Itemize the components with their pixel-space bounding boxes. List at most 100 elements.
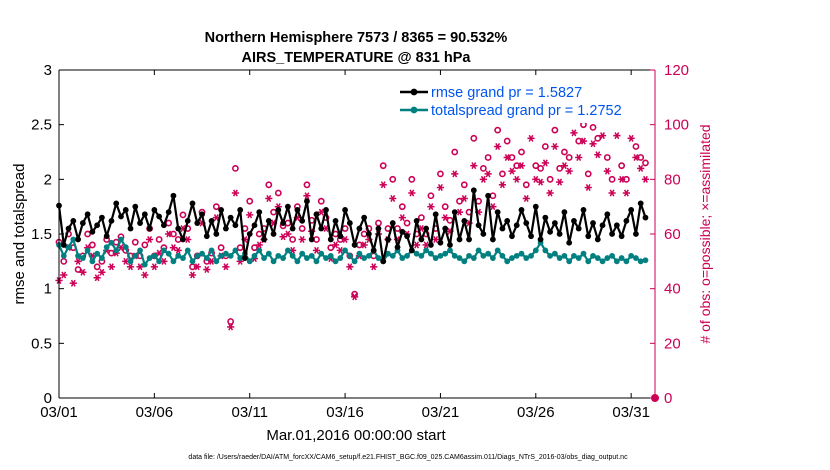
totalspread-point [375,255,382,261]
rmse-point [556,231,563,237]
obs-assimilated-point [598,132,607,140]
totalspread-point [332,258,339,265]
x-tick-label: 03/16 [326,404,364,421]
rmse-point [604,211,611,218]
obs-assimilated-point [513,175,521,183]
totalspread-point [528,252,534,259]
obs-assimilated-point [126,263,135,271]
totalspread-point [79,255,86,261]
obs-assimilated-point [360,241,368,249]
obs-assimilated-point [575,153,583,161]
obs-assimilated-point [255,241,263,249]
totalspread-point [304,255,310,261]
obs-possible-point [541,143,549,150]
obs-assimilated-point [436,184,445,192]
rmse-point [151,207,158,213]
rmse-point [456,236,463,243]
rmse-point [108,217,115,224]
obs-possible-point [236,244,244,252]
totalspread-point [323,255,329,261]
obs-possible-point [289,236,297,243]
obs-possible-point [494,126,502,134]
rmse-point [551,220,558,226]
totalspread-point [404,252,410,259]
totalspread-point [113,247,120,254]
totalspread-point [361,255,368,261]
rmse-point [561,209,568,216]
rmse-point [227,214,234,221]
y-tick-label-right: 80 [664,171,681,188]
totalspread-point [456,255,463,261]
totalspread-point [480,252,487,259]
rmse-point [189,200,196,207]
y-tick-label-right: 100 [664,117,689,134]
obs-possible-point [608,175,616,183]
y-tick-label-left: 0.5 [31,335,52,352]
obs-assimilated-point [432,235,440,243]
rmse-point [494,209,501,216]
rmse-point [337,233,344,240]
obs-assimilated-point [370,263,378,271]
obs-assimilated-point [246,211,254,219]
totalspread-point [590,252,596,259]
obs-assimilated-point [484,170,492,178]
obs-possible-point [584,170,592,178]
rmse-point [580,207,587,213]
obs-possible-point [317,197,325,205]
obs-possible-point [437,170,444,178]
x-tick-label: 03/06 [136,404,174,421]
rmse-point [251,222,258,229]
obs-assimilated-point [603,167,611,175]
totalspread-point [571,252,577,259]
rmse-point [342,207,348,213]
totalspread-point [275,252,282,259]
y-tick-label-left: 1 [44,281,52,298]
totalspread-point [222,250,229,257]
obs-assimilated-point [613,132,621,140]
rmse-point [294,207,301,213]
rmse-point [623,217,630,224]
obs-assimilated-point [136,263,144,271]
rmse-point [485,192,492,199]
rmse-point [532,203,539,210]
obs-assimilated-point [188,271,197,279]
y-tick-label-right: 60 [664,226,681,243]
obs-assimilated-point [536,178,545,186]
totalspread-point [289,252,296,259]
totalspread-point [308,252,315,259]
totalspread-point [108,239,115,246]
obs-assimilated-point [145,235,154,243]
obs-possible-point [427,192,435,200]
obs-possible-point [460,181,468,189]
obs-assimilated-point [498,181,507,189]
rmse-point [137,220,143,226]
obs-assimilated-point [341,235,349,243]
obs-assimilated-point [174,246,182,254]
totalspread-point [346,252,353,259]
rmse-point [413,217,420,224]
obs-possible-point [537,164,544,172]
obs-assimilated-point [622,189,630,197]
totalspread-point [118,236,124,243]
obs-possible-point [398,203,406,211]
totalspread-point [604,255,611,261]
rmse-point [585,233,592,240]
obs-assimilated-point [589,140,597,148]
rmse-point [523,220,530,226]
totalspread-point [318,250,325,257]
rmse-point [461,217,468,224]
rmse-point [361,214,368,221]
obs-possible-point [408,175,416,183]
obs-assimilated-point [503,153,511,161]
obs-assimilated-point [570,129,578,137]
obs-assimilated-point [413,241,421,249]
obs-possible-point [298,225,306,232]
totalspread-point [356,250,363,257]
totalspread-point [122,244,129,251]
totalspread-point [366,252,372,259]
totalspread-point [99,255,105,261]
obs-possible-point [522,181,530,189]
totalspread-point [132,252,139,259]
totalspread-point [575,255,582,261]
rmse-point [571,217,577,224]
